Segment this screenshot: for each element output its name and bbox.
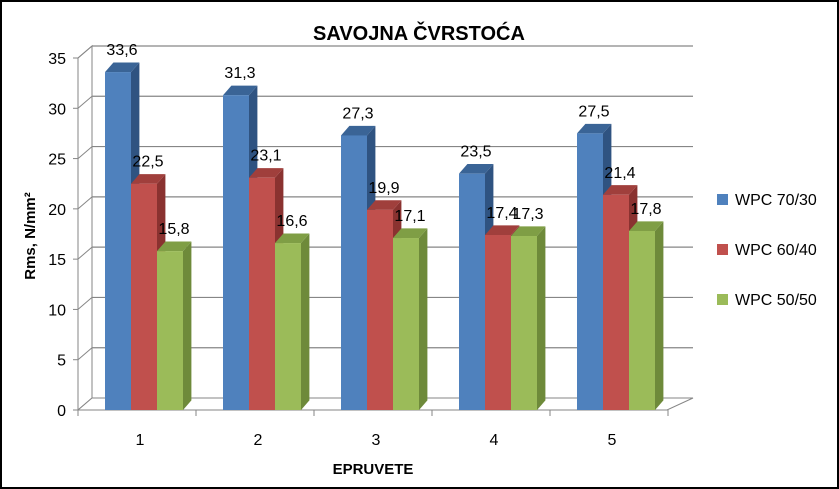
data-label: 31,3 (224, 65, 255, 82)
bar-top (341, 125, 376, 136)
x-tick-label: 1 (136, 432, 145, 449)
bar-front (511, 236, 537, 410)
x-tick-label: 3 (372, 432, 381, 449)
y-tick-label: 20 (48, 202, 66, 219)
bar-front (105, 72, 131, 410)
data-label: 23,1 (250, 148, 281, 165)
bar-top (223, 85, 258, 96)
gridline-side (77, 45, 93, 59)
legend-swatch (717, 244, 728, 255)
bar-front (393, 238, 419, 410)
bar-3-2 (275, 233, 310, 410)
legend-label: WPC 70/30 (735, 192, 817, 209)
data-label: 33,6 (106, 42, 137, 59)
data-label: 21,4 (604, 165, 635, 182)
data-label: 27,3 (342, 105, 373, 122)
bar-3-4 (511, 226, 546, 410)
gridline-side (77, 146, 93, 159)
bar-3-5 (629, 221, 664, 410)
bar-front (275, 243, 301, 410)
bar-top (367, 200, 402, 210)
data-labels: 33,6 22,5 15,8 31,3 23,1 16,6 27,3 19,9 17,1 23,5… (106, 42, 661, 238)
y-axis-title: Rms, N/mm² (22, 192, 39, 280)
y-tick-label: 15 (48, 252, 66, 269)
legend-item-1: WPC 70/30 (717, 192, 817, 209)
y-tick-label: 25 (48, 152, 66, 169)
bar-top (577, 123, 612, 134)
legend-swatch (717, 194, 728, 205)
bar-top (603, 185, 638, 195)
legend-label: WPC 50/50 (735, 292, 817, 309)
bar-top (485, 225, 520, 236)
data-label: 23,5 (460, 144, 491, 161)
bar-top (275, 233, 310, 244)
data-label: 17,8 (630, 201, 661, 218)
data-label: 16,6 (276, 213, 307, 230)
bar-top (459, 164, 494, 174)
bar-front (603, 194, 629, 410)
chart-title: SAVOJNA ČVRSTOĆA (313, 21, 525, 45)
bar-front (157, 251, 183, 410)
gridline-side (77, 246, 93, 260)
bar-top (157, 241, 192, 252)
bar-top (105, 62, 140, 73)
x-tick-label: 4 (490, 432, 499, 449)
data-label: 15,8 (158, 221, 189, 238)
gridline-side (77, 196, 93, 210)
y-axis-ticks: 0 5 10 15 20 25 30 35 (48, 51, 78, 420)
y-tick-label: 30 (48, 101, 66, 118)
legend-swatch (717, 294, 728, 305)
bar-side (537, 226, 546, 410)
y-tick-label: 10 (48, 302, 66, 319)
data-label: 27,5 (578, 103, 609, 120)
data-label: 17,4 (486, 205, 517, 222)
bar-front (485, 235, 511, 410)
bar-top (629, 221, 664, 231)
bar-top (131, 174, 166, 184)
bar-front (341, 135, 367, 410)
x-axis-ticks: 1 2 3 4 5 (77, 410, 669, 449)
y-tick-label: 35 (48, 51, 66, 68)
bar-side (301, 233, 310, 410)
y-tick-label: 0 (57, 403, 66, 420)
bar-side (183, 241, 192, 410)
bar-front (629, 230, 655, 410)
bar-top (511, 226, 546, 237)
side-wall (77, 44, 93, 412)
gridline-side (77, 95, 93, 109)
x-axis-title: EPRUVETE (333, 461, 414, 478)
bar-front (367, 209, 393, 410)
legend: WPC 70/30 WPC 60/40 WPC 50/50 (717, 192, 817, 309)
bar-top (393, 228, 428, 239)
data-label: 17,1 (394, 208, 425, 225)
data-label: 19,9 (368, 180, 399, 197)
bar-side (655, 221, 664, 410)
bar-side (419, 228, 428, 410)
bar-front (249, 177, 275, 410)
gridline-side (77, 347, 93, 361)
bar-3-3 (393, 228, 428, 410)
bar-front (459, 173, 485, 410)
x-tick-label: 2 (254, 432, 263, 449)
bar-front (131, 183, 157, 410)
y-tick-label: 5 (57, 353, 66, 370)
legend-item-3: WPC 50/50 (717, 292, 817, 309)
bar-front (577, 133, 603, 410)
data-label: 17,3 (512, 206, 543, 223)
bars (105, 62, 664, 411)
data-label: 22,5 (132, 154, 163, 171)
x-tick-label: 5 (608, 432, 617, 449)
bar-top (249, 168, 284, 178)
legend-item-2: WPC 60/40 (717, 242, 817, 259)
legend-label: WPC 60/40 (735, 242, 817, 259)
bar-front (223, 95, 249, 410)
gridline-side (77, 297, 93, 310)
bar-3-1 (157, 241, 192, 410)
